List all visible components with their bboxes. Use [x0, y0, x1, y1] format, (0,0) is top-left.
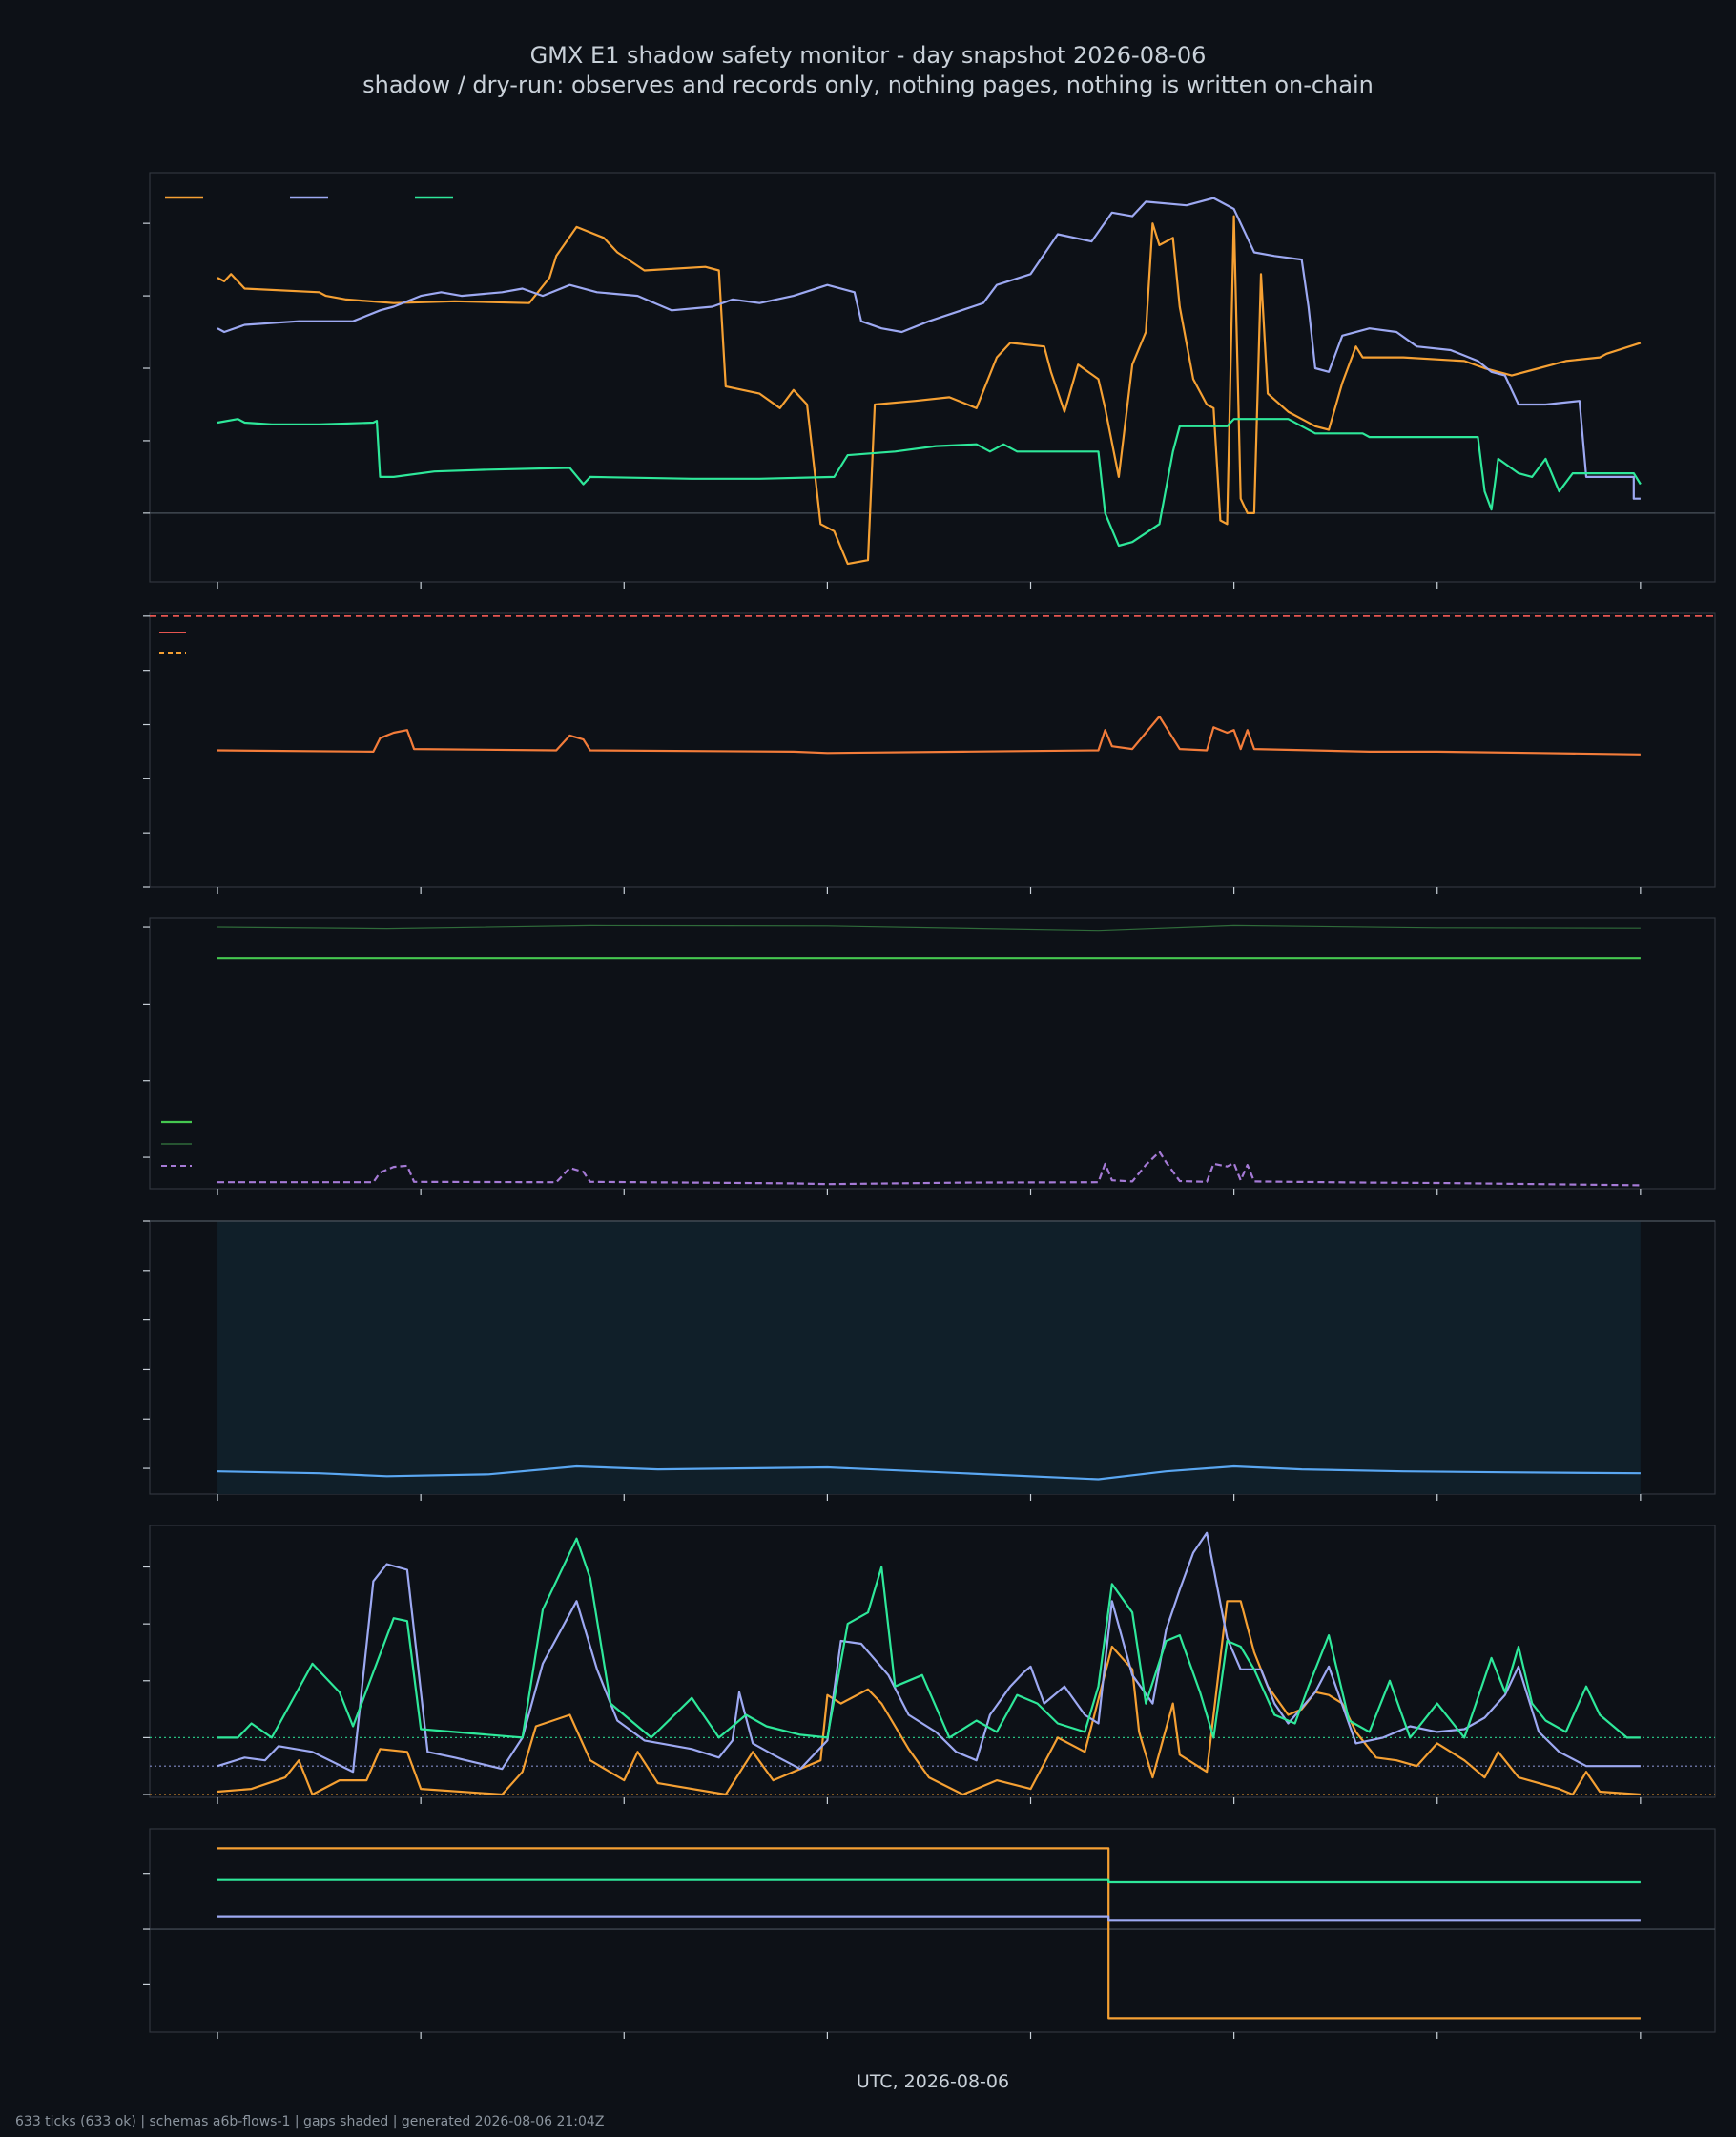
- series-line-sol: [217, 1878, 1641, 1884]
- figure-title: GMX E1 shadow safety monitor - day snaps…: [530, 42, 1207, 69]
- figure-subtitle: shadow / dry-run: observes and records o…: [362, 72, 1374, 98]
- series-line-sol: [217, 418, 1642, 548]
- panel-skew: [143, 172, 1716, 589]
- panel-sigma: [143, 1525, 1716, 1804]
- series-line-eth: [217, 1531, 1641, 1774]
- x-axis-label: UTC, 2026-08-06: [857, 2071, 1009, 2092]
- series-line-btc: [217, 1847, 1641, 2020]
- panel-frame: [149, 917, 1716, 1190]
- panel-frame: [149, 172, 1716, 583]
- incident-shaded-region: [217, 1221, 1641, 1494]
- series-line-btc: [217, 215, 1642, 566]
- series-line-eth: [217, 197, 1641, 500]
- panels: [143, 172, 1716, 2039]
- panel-lp_outflow: [143, 1828, 1716, 2039]
- panel-exit_dial: [143, 612, 1716, 894]
- panel-drawdown: [143, 1220, 1716, 1501]
- series-line-tar95-reporting-: [217, 1151, 1641, 1187]
- series-line-btc: [217, 1600, 1641, 1796]
- series-line-u-as-computed-record-: [217, 715, 1641, 756]
- series-line-basis: [217, 924, 1641, 932]
- footer-status: 633 ticks (633 ok) | schemas a6b-flows-1…: [15, 2114, 604, 2129]
- series-line-sol: [217, 1537, 1641, 1739]
- panel-frame: [149, 612, 1716, 888]
- panel-budget: [143, 917, 1716, 1195]
- panel-frame: [149, 1828, 1716, 2033]
- panel-frame: [149, 1525, 1716, 1798]
- series-line-d: [217, 1464, 1641, 1481]
- series-line-eth: [217, 1915, 1641, 1922]
